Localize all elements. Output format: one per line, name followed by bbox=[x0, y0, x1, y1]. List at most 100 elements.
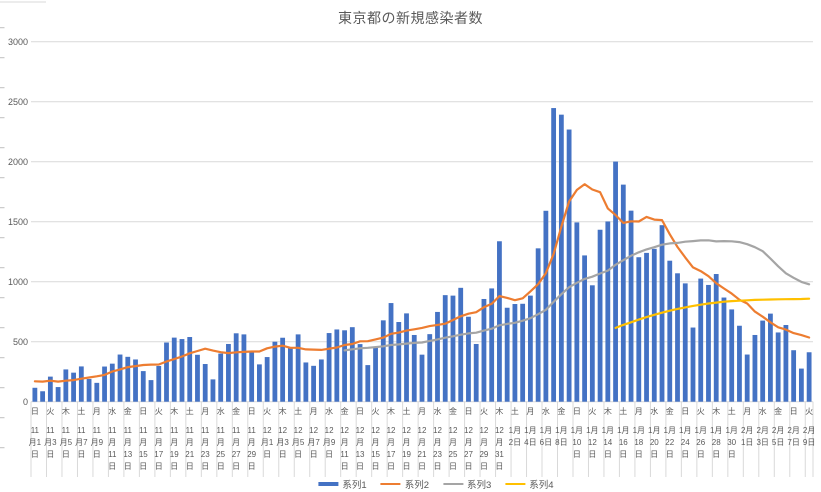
bar bbox=[179, 339, 185, 402]
x-tick-date-line: 1月 bbox=[509, 426, 521, 435]
y-axis-labels: 0 500 1000 1500 2000 2500 3000 bbox=[8, 37, 28, 407]
x-tick-date-line: 月 bbox=[108, 438, 116, 447]
x-tick-date-line: 17 bbox=[154, 450, 163, 459]
bar bbox=[396, 322, 402, 402]
bar bbox=[257, 364, 262, 402]
bar bbox=[535, 248, 541, 402]
x-tick-date-line: 29 bbox=[247, 450, 256, 459]
gridlines bbox=[31, 41, 813, 403]
x-tick-date-line: 日 bbox=[728, 450, 736, 459]
x-tick-date-line: 11 bbox=[170, 426, 179, 435]
x-tick-date-line: 1月 bbox=[664, 426, 676, 435]
x-tick-date-line: 1月 bbox=[648, 426, 660, 435]
x-tick-dow: 火 bbox=[697, 407, 705, 416]
bar bbox=[442, 295, 448, 402]
x-tick-date-line: 19 bbox=[170, 450, 179, 459]
bar bbox=[404, 313, 409, 402]
x-tick-date-line: 2月 bbox=[803, 426, 815, 435]
x-tick-date-line: 2月 bbox=[772, 426, 784, 435]
x-tick-date-line: 日 bbox=[186, 462, 194, 471]
legend-item-1: 系列1 bbox=[318, 477, 367, 491]
legend-item-4: 系列4 bbox=[505, 477, 554, 491]
x-tick-date-line: 9日 bbox=[803, 438, 815, 447]
x-tick-date-line: 29 bbox=[479, 450, 488, 459]
x-tick-date-line: 月9 bbox=[323, 438, 336, 447]
x-tick-date-line: 31 bbox=[495, 450, 504, 459]
x-tick-date-line: 12 bbox=[371, 426, 380, 435]
x-tick-dow: 土 bbox=[403, 406, 411, 416]
x-tick-date-line: 月 bbox=[495, 438, 503, 447]
x-tick-date-line: 1月 bbox=[725, 426, 737, 435]
x-tick-date-line: 日 bbox=[310, 450, 318, 459]
bar bbox=[156, 365, 162, 402]
bar bbox=[667, 260, 673, 402]
x-tick-date-line: 月 bbox=[201, 438, 209, 447]
bar bbox=[589, 285, 595, 402]
bar bbox=[760, 320, 766, 402]
legend-item-2: 系列2 bbox=[380, 477, 429, 491]
x-tick-date-line: 26 bbox=[696, 438, 705, 447]
x-tick-date-line: 10 bbox=[572, 438, 581, 447]
x-tick-dow: 火 bbox=[372, 407, 380, 416]
x-tick-date-line: 12 bbox=[294, 426, 303, 435]
bar bbox=[226, 343, 231, 402]
y-tick-label: 2500 bbox=[8, 97, 28, 107]
x-tick-date-line: 日 bbox=[201, 462, 209, 471]
bar bbox=[489, 288, 495, 402]
x-tick-date-line: 日 bbox=[588, 450, 596, 459]
x-tick-date-line: 日 bbox=[356, 462, 364, 471]
x-tick-date-line: 12 bbox=[263, 426, 272, 435]
category-tick-lines bbox=[30, 401, 814, 477]
x-tick-date-line: 25 bbox=[216, 450, 225, 459]
x-tick-dow: 木 bbox=[62, 406, 70, 416]
x-tick-date-line: 月7 bbox=[75, 438, 88, 447]
bar bbox=[280, 337, 286, 402]
x-tick-date-line: 日 bbox=[124, 462, 132, 471]
x-tick-dow: 日 bbox=[356, 407, 364, 416]
x-tick-date-line: 月3 bbox=[276, 438, 289, 447]
x-tick-date-line: 日 bbox=[464, 462, 472, 471]
x-tick-date-line: 15 bbox=[139, 450, 148, 459]
x-tick-dow: 日 bbox=[248, 407, 256, 416]
x-tick-date-line: 11 bbox=[93, 426, 102, 435]
x-tick-date-line: 12 bbox=[418, 426, 427, 435]
x-tick-date-line: 日 bbox=[31, 450, 39, 459]
bar bbox=[473, 343, 479, 402]
x-tick-date-line: 日 bbox=[155, 462, 163, 471]
x-tick-dow: 金 bbox=[341, 406, 349, 416]
bar bbox=[721, 297, 727, 402]
x-tick-date-line: 6日 bbox=[540, 438, 552, 447]
x-tick-date-line: 日 bbox=[619, 450, 627, 459]
legend-swatch-bar bbox=[318, 482, 339, 486]
x-tick-date-line: 月 bbox=[186, 438, 194, 447]
x-tick-dow: 火 bbox=[588, 407, 596, 416]
x-tick-date-line: 月 bbox=[480, 438, 488, 447]
x-tick-date-line: 月9 bbox=[91, 438, 104, 447]
x-tick-dow: 土 bbox=[77, 406, 85, 416]
x-tick-dow: 月 bbox=[310, 407, 318, 416]
bar bbox=[566, 129, 572, 402]
x-tick-date-line: 2月 bbox=[741, 426, 753, 435]
x-tick-dow: 金 bbox=[557, 406, 565, 416]
x-tick-date-line: 日 bbox=[697, 450, 705, 459]
chart-title: 東京都の新規感染者数 bbox=[338, 10, 483, 26]
x-tick-dow: 火 bbox=[263, 407, 271, 416]
x-tick-date-line: 23 bbox=[433, 450, 442, 459]
bar bbox=[164, 342, 169, 402]
bar bbox=[326, 333, 332, 402]
x-tick-date-line: 月5 bbox=[292, 438, 305, 447]
bar bbox=[706, 284, 711, 402]
bar bbox=[388, 303, 394, 402]
x-tick-dow: 木 bbox=[170, 406, 178, 416]
x-tick-date-line: 11 bbox=[139, 426, 148, 435]
x-tick-date-line: 日 bbox=[62, 450, 70, 459]
x-tick-date-line: 12 bbox=[588, 438, 597, 447]
bar bbox=[675, 273, 680, 402]
x-tick-date-line: 11 bbox=[108, 450, 117, 459]
x-tick-dow: 土 bbox=[619, 406, 627, 416]
x-tick-dow: 土 bbox=[186, 406, 194, 416]
bar bbox=[466, 316, 471, 402]
bar bbox=[690, 327, 696, 402]
x-tick-date-line: 月 bbox=[449, 438, 457, 447]
bar bbox=[698, 278, 704, 402]
